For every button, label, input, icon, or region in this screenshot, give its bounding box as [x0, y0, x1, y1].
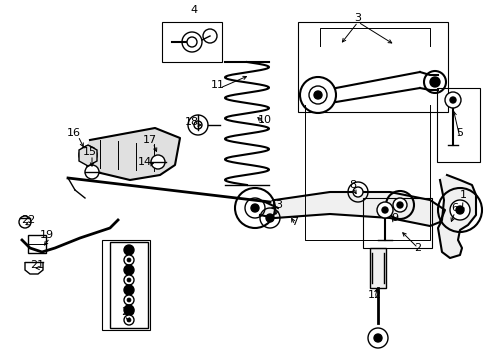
Text: 21: 21	[30, 260, 44, 270]
Text: 11: 11	[210, 80, 224, 90]
Circle shape	[124, 305, 134, 315]
Circle shape	[124, 275, 134, 285]
Circle shape	[250, 204, 259, 212]
Bar	[362, 198, 431, 248]
Text: 20: 20	[121, 307, 135, 317]
Polygon shape	[79, 145, 97, 166]
Text: 17: 17	[142, 135, 157, 145]
Text: 12: 12	[367, 290, 381, 300]
Bar	[162, 22, 222, 62]
Circle shape	[381, 207, 387, 213]
Text: 7: 7	[291, 217, 298, 227]
Circle shape	[444, 92, 460, 108]
Circle shape	[367, 328, 387, 348]
Circle shape	[265, 214, 273, 222]
Circle shape	[313, 91, 321, 99]
Text: 10: 10	[258, 115, 271, 125]
Circle shape	[124, 255, 134, 265]
Text: 9: 9	[390, 213, 398, 223]
Text: 5: 5	[456, 128, 463, 138]
Circle shape	[124, 245, 134, 255]
Circle shape	[352, 187, 362, 197]
Circle shape	[455, 206, 463, 214]
Circle shape	[151, 155, 164, 169]
Text: 15: 15	[83, 147, 97, 157]
Circle shape	[79, 146, 97, 164]
Text: 6: 6	[450, 203, 458, 213]
Text: 3: 3	[354, 13, 361, 23]
Polygon shape	[260, 192, 444, 226]
Text: 2: 2	[414, 243, 421, 253]
Text: 1: 1	[459, 190, 466, 200]
Circle shape	[376, 202, 392, 218]
Circle shape	[194, 121, 202, 129]
Circle shape	[85, 165, 99, 179]
Text: 14: 14	[138, 157, 152, 167]
Text: 13: 13	[269, 200, 284, 210]
Circle shape	[127, 258, 131, 262]
Bar	[28, 235, 46, 253]
Circle shape	[429, 77, 439, 87]
Bar	[110, 242, 148, 328]
Text: 4: 4	[190, 5, 197, 15]
Bar	[297, 22, 447, 112]
Text: 8: 8	[349, 180, 356, 190]
Circle shape	[449, 200, 469, 220]
Circle shape	[84, 151, 92, 159]
Circle shape	[373, 334, 381, 342]
Circle shape	[127, 278, 131, 282]
Circle shape	[396, 202, 402, 208]
Circle shape	[124, 265, 134, 275]
Text: 22: 22	[21, 215, 35, 225]
Circle shape	[124, 285, 134, 295]
Bar	[436, 88, 479, 162]
Circle shape	[127, 298, 131, 302]
Circle shape	[124, 315, 134, 325]
Bar	[369, 248, 385, 288]
Circle shape	[127, 318, 131, 322]
Circle shape	[308, 86, 326, 104]
Text: 19: 19	[40, 230, 54, 240]
Circle shape	[124, 295, 134, 305]
Bar	[102, 240, 150, 330]
Circle shape	[449, 97, 455, 103]
Circle shape	[392, 198, 406, 212]
Text: 18: 18	[184, 117, 199, 127]
Circle shape	[244, 198, 264, 218]
Text: 16: 16	[67, 128, 81, 138]
Circle shape	[186, 37, 197, 47]
Polygon shape	[85, 128, 180, 180]
Polygon shape	[437, 175, 475, 258]
